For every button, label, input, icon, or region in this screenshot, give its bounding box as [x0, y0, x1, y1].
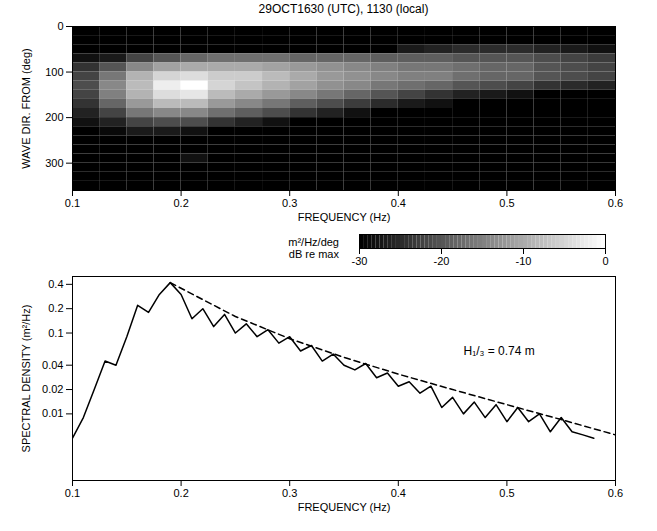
svg-text:0.3: 0.3 — [282, 197, 297, 209]
svg-text:0.4: 0.4 — [391, 197, 406, 209]
svg-text:0.3: 0.3 — [282, 487, 297, 499]
svg-text:0.4: 0.4 — [48, 278, 63, 290]
svg-text:0.04: 0.04 — [42, 359, 63, 371]
svg-text:H₁/₃ = 0.74 m: H₁/₃ = 0.74 m — [463, 344, 534, 358]
svg-text:0.6: 0.6 — [608, 197, 623, 209]
svg-text:0.02: 0.02 — [42, 383, 63, 395]
svg-text:300: 300 — [45, 157, 63, 169]
svg-text:0.5: 0.5 — [499, 197, 514, 209]
svg-text:-20: -20 — [434, 255, 450, 266]
svg-text:-30: -30 — [352, 255, 368, 266]
svg-text:100: 100 — [45, 66, 63, 78]
svg-text:0.1: 0.1 — [48, 327, 63, 339]
svg-text:0.5: 0.5 — [499, 487, 514, 499]
svg-text:FREQUENCY (Hz): FREQUENCY (Hz) — [298, 501, 391, 513]
svg-text:0.2: 0.2 — [48, 302, 63, 314]
svg-text:-10: -10 — [516, 255, 532, 266]
svg-text:0: 0 — [602, 255, 608, 266]
html-text:dB re max: dB re max — [288, 248, 339, 260]
svg-text:0.2: 0.2 — [173, 197, 188, 209]
svg-text:FREQUENCY (Hz): FREQUENCY (Hz) — [298, 211, 391, 223]
svg-text:0.2: 0.2 — [173, 487, 188, 499]
svg-text:0.1: 0.1 — [65, 197, 80, 209]
svg-text:200: 200 — [45, 111, 63, 123]
html-text:29OCT1630 (UTC), 1130 (local): 29OCT1630 (UTC), 1130 (local) — [258, 2, 429, 16]
svg-text:0.1: 0.1 — [65, 487, 80, 499]
html-text:m²/Hz/deg: m²/Hz/deg — [288, 236, 339, 248]
svg-text:0.01: 0.01 — [42, 407, 63, 419]
svg-text:WAVE DIR. FROM (deg): WAVE DIR. FROM (deg) — [20, 48, 32, 168]
svg-text:0: 0 — [57, 20, 63, 32]
svg-text:SPECTRAL DENSITY (m²/Hz): SPECTRAL DENSITY (m²/Hz) — [20, 305, 32, 453]
svg-text:0.6: 0.6 — [608, 487, 623, 499]
svg-text:0.4: 0.4 — [391, 487, 406, 499]
